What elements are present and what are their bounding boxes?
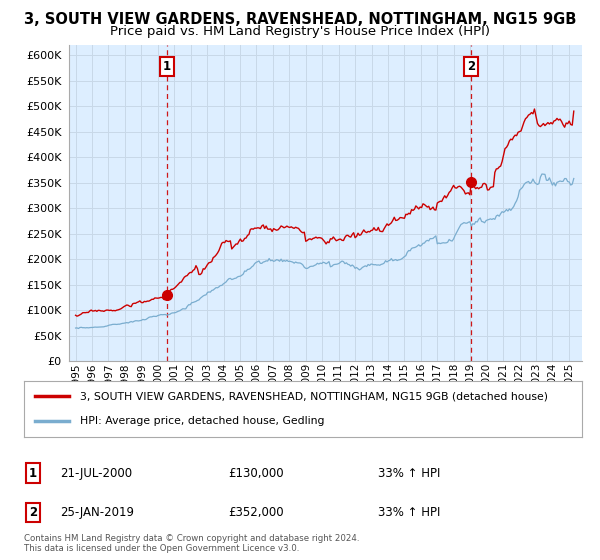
Text: 25-JAN-2019: 25-JAN-2019	[60, 506, 134, 519]
Text: 21-JUL-2000: 21-JUL-2000	[60, 466, 132, 480]
Text: Contains HM Land Registry data © Crown copyright and database right 2024.
This d: Contains HM Land Registry data © Crown c…	[24, 534, 359, 553]
Text: 2: 2	[467, 60, 475, 73]
Text: Price paid vs. HM Land Registry's House Price Index (HPI): Price paid vs. HM Land Registry's House …	[110, 25, 490, 38]
Text: 1: 1	[29, 466, 37, 480]
Text: £130,000: £130,000	[228, 466, 284, 480]
Text: 3, SOUTH VIEW GARDENS, RAVENSHEAD, NOTTINGHAM, NG15 9GB (detached house): 3, SOUTH VIEW GARDENS, RAVENSHEAD, NOTTI…	[80, 391, 548, 402]
Text: HPI: Average price, detached house, Gedling: HPI: Average price, detached house, Gedl…	[80, 416, 325, 426]
Text: 2: 2	[29, 506, 37, 519]
Text: £352,000: £352,000	[228, 506, 284, 519]
Text: 33% ↑ HPI: 33% ↑ HPI	[378, 466, 440, 480]
Text: 1: 1	[163, 60, 171, 73]
Text: 3, SOUTH VIEW GARDENS, RAVENSHEAD, NOTTINGHAM, NG15 9GB: 3, SOUTH VIEW GARDENS, RAVENSHEAD, NOTTI…	[24, 12, 576, 27]
Text: 33% ↑ HPI: 33% ↑ HPI	[378, 506, 440, 519]
